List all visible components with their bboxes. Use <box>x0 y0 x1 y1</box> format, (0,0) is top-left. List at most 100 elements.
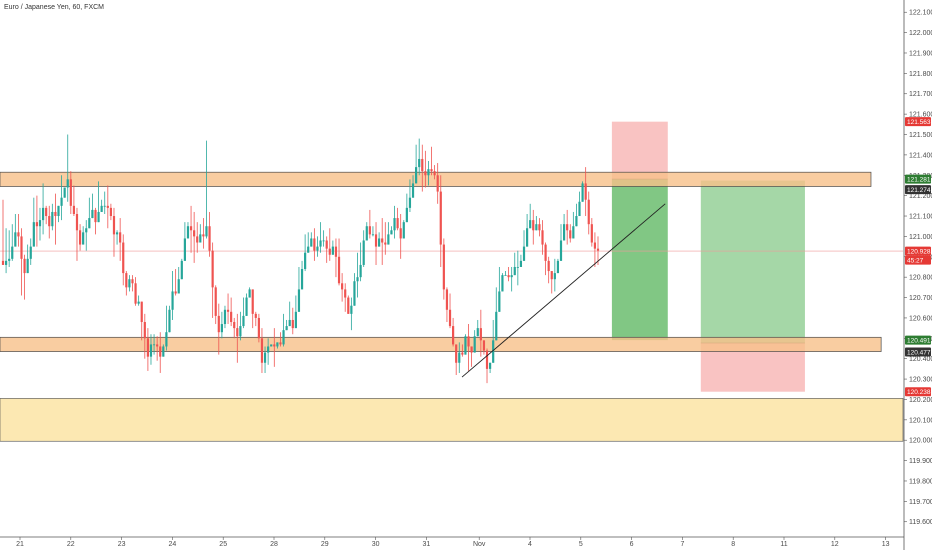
candle-body <box>189 226 193 231</box>
candle <box>69 171 72 214</box>
candle <box>208 211 211 257</box>
candle <box>297 266 301 312</box>
candle-body <box>162 346 165 357</box>
x-tick-label: 28 <box>270 541 278 548</box>
candle-body <box>199 234 202 243</box>
candle <box>251 289 254 329</box>
long-position-target-area[interactable] <box>700 180 805 343</box>
candle-body <box>202 234 205 237</box>
horizontal-zones-layer <box>0 171 882 352</box>
candle <box>479 309 482 357</box>
candle-body <box>220 324 223 333</box>
short-position-stop-area[interactable] <box>611 121 668 180</box>
candle-body <box>91 209 94 219</box>
candle-body <box>75 213 79 231</box>
candle <box>115 230 119 245</box>
candle <box>492 319 495 363</box>
candle-body <box>347 297 350 314</box>
price-axis-bg[interactable] <box>904 0 932 550</box>
y-tick-label: 120.400 <box>909 356 932 363</box>
candle <box>322 230 325 247</box>
candle <box>14 213 17 247</box>
countdown-tag-bg <box>905 255 931 265</box>
candle <box>11 224 14 261</box>
candle-body <box>282 330 285 345</box>
current-price-tag-bg <box>905 246 931 256</box>
price-tag-text: 120.477 <box>907 349 931 356</box>
candle <box>448 293 452 329</box>
candle <box>88 197 91 229</box>
candle <box>254 311 257 327</box>
candle <box>226 293 230 325</box>
candle <box>424 150 427 188</box>
candle-body <box>196 236 199 243</box>
candle <box>300 260 304 290</box>
candle-body <box>436 175 439 192</box>
candle <box>402 220 405 239</box>
candle <box>291 307 294 335</box>
candle <box>248 287 251 298</box>
x-tick-label: 4 <box>528 541 532 548</box>
candle-body <box>575 216 578 227</box>
candle-body <box>177 279 180 294</box>
lower-demand-zone[interactable] <box>0 398 904 442</box>
time-axis-layer: 21 22 23 24 25 28 29 30 31 Nov 4 5 6 7 8 11 12 13 <box>0 536 904 548</box>
candle <box>461 344 464 357</box>
candle-body <box>538 224 541 231</box>
candle-body <box>263 352 267 363</box>
candle-body <box>445 289 449 310</box>
candle <box>365 222 368 241</box>
candle <box>131 275 134 292</box>
candle-body <box>300 269 304 290</box>
candle-body <box>421 158 424 172</box>
candle-body <box>66 179 69 188</box>
candle-body <box>4 260 8 265</box>
candle-body <box>402 222 405 239</box>
short-position-target-area[interactable] <box>611 179 668 341</box>
candle-body <box>11 246 14 259</box>
candle <box>384 222 387 255</box>
candle <box>267 338 270 365</box>
candle <box>455 344 458 375</box>
candle-body <box>159 346 162 357</box>
candle-body <box>41 207 45 221</box>
candle-body <box>492 340 495 363</box>
candle <box>220 311 223 339</box>
candle-body <box>418 158 421 168</box>
candle-body <box>106 205 109 208</box>
candle <box>464 334 467 355</box>
candle <box>276 342 279 349</box>
candle <box>347 295 350 314</box>
candle <box>473 330 476 353</box>
y-tick-label: 122.000 <box>909 30 932 37</box>
candle-body <box>556 260 560 274</box>
candle-body <box>439 191 442 245</box>
candle <box>103 191 106 214</box>
support-zone[interactable] <box>0 336 882 352</box>
x-tick-label: 24 <box>169 541 177 548</box>
candle-body <box>134 283 137 304</box>
trendline[interactable] <box>461 203 666 378</box>
candle-body <box>165 332 168 347</box>
candle-body <box>473 336 476 353</box>
candle-body <box>325 240 328 249</box>
candle <box>510 266 513 292</box>
candle-body <box>507 275 510 278</box>
price-tag-bg <box>905 185 931 195</box>
candle-body <box>415 167 418 184</box>
candle <box>245 293 248 316</box>
candle-body <box>29 246 32 259</box>
candle-body <box>581 183 584 202</box>
candle-body <box>501 275 504 292</box>
candle <box>325 236 328 263</box>
candle <box>584 167 587 217</box>
candle <box>550 271 553 294</box>
y-tick-label: 119.700 <box>909 499 932 506</box>
candle-body <box>433 171 436 176</box>
candle <box>495 287 498 341</box>
candle <box>522 230 526 261</box>
candle <box>165 305 168 351</box>
candle-body <box>350 305 353 314</box>
